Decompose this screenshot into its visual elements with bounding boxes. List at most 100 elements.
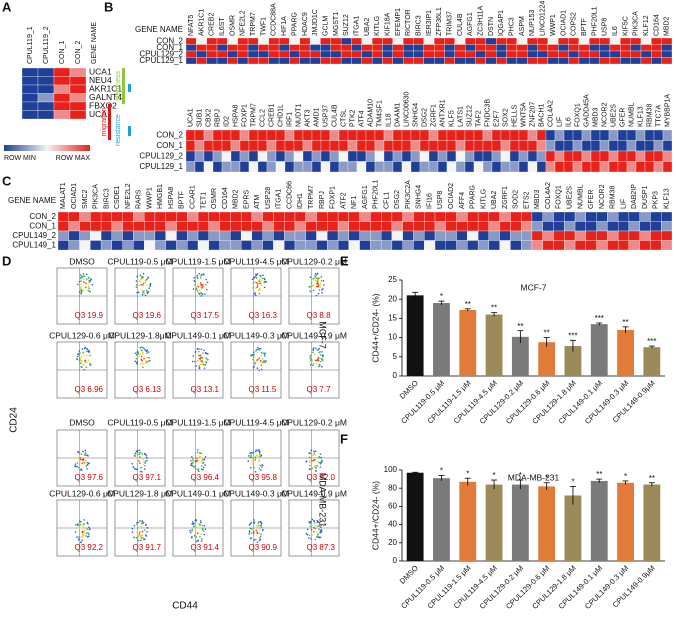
heatmap-cell [410,129,421,141]
heatmap-cell [599,129,610,141]
heatmap-cell [516,44,528,52]
heatmap-cell [251,211,263,222]
heatmap-cell [316,221,328,232]
heatmap-cell [122,221,134,232]
cell-event [196,290,199,292]
gene-label: BIRC3 [103,188,110,209]
x-tick-label: DMSO [398,563,420,585]
cell-event [83,347,86,350]
cell-event [203,286,205,288]
cell-event [190,460,192,462]
group-bar [128,84,131,92]
cell-event [250,537,253,539]
heatmap-cell [628,240,640,251]
cell-event [145,460,147,462]
heatmap-cell [203,161,214,173]
gate-name: Q3 [249,311,260,320]
cell-event [146,278,148,280]
cell-event [255,529,258,532]
heatmap-cell [651,44,662,52]
gene-label: HSPA8 [168,186,175,209]
heatmap-cell [383,150,394,162]
cell-event [191,523,194,525]
cell-event [136,449,139,452]
heatmap-cell [391,221,403,232]
cell-event [146,526,149,529]
cell-event [255,349,257,352]
heatmap-cell [564,211,576,222]
cell-event [310,520,312,523]
gate-percent: 90.9 [261,543,277,552]
cell-event [309,468,312,471]
cell-event [252,282,255,284]
heatmap-cell [653,150,664,162]
heatmap-cell [499,211,511,222]
cell-event [78,290,81,293]
sample-label: CON_1 [156,141,183,150]
heatmap-cell [626,140,637,152]
cell-event [261,464,263,466]
panel-label: D [2,253,11,268]
cell-event [255,449,258,452]
gate-name: Q3 [75,385,86,394]
cell-event [261,361,264,363]
gate-percent: 95.8 [261,473,277,482]
gate-name: Q3 [307,543,318,552]
heatmap-cell [359,211,371,222]
cell-event [76,465,78,468]
gene-label: HMGB1 [157,184,164,209]
gene-label: NUMBL [628,102,635,127]
significance: ** [544,329,550,338]
heatmap-cell [496,57,507,65]
cell-event [256,273,259,275]
heatmap-cell [445,221,457,232]
heatmap-cell [572,129,583,141]
heatmap-cell [599,57,611,65]
gene-label: DAB2IP [631,184,638,209]
heatmap-cell [446,161,457,173]
cell-event [144,349,146,351]
cell-event [142,363,145,366]
cell-event [316,349,319,351]
cell-event [256,531,259,534]
heatmap-cell [311,129,322,141]
column-header: GENE NAME [91,22,98,64]
sample-label: CPUL119_1 [27,26,34,64]
heatmap-cell [558,37,569,45]
heatmap-cell [320,44,331,52]
heatmap-cell [100,240,113,251]
cell-event [196,276,199,279]
cell-event [260,525,262,527]
cell-event [197,350,200,353]
cell-event [260,347,262,350]
heatmap-cell [402,230,414,241]
cell-event [82,525,85,527]
heatmap-cell [499,230,511,241]
cell-event [194,360,196,363]
heatmap-cell [381,230,393,241]
heatmap-cell [320,129,331,141]
heatmap-cell [509,161,520,173]
heatmap-cell [284,240,296,251]
heatmap-cell [122,240,134,251]
gate-label: Q3 97.6 [75,473,104,482]
heatmap-cell [262,240,274,251]
cell-event [142,536,144,539]
cell-event [87,359,90,362]
gene-label: NF1 [351,196,358,209]
heatmap-cell [547,44,559,52]
heatmap-cell [196,57,207,65]
heatmap-cell [247,37,259,45]
heatmap-cell [382,50,393,58]
heatmap-cell [165,240,177,251]
cell-event [82,354,85,356]
heatmap-cell [563,140,574,152]
gene-label: ETS2 [523,191,530,209]
heatmap-cell [644,129,655,141]
cell-event [141,349,143,352]
cell-event [137,536,140,538]
heatmap-cell [617,211,630,222]
heatmap-cell [564,230,576,241]
cell-event [200,465,203,467]
cell-event [308,286,311,288]
